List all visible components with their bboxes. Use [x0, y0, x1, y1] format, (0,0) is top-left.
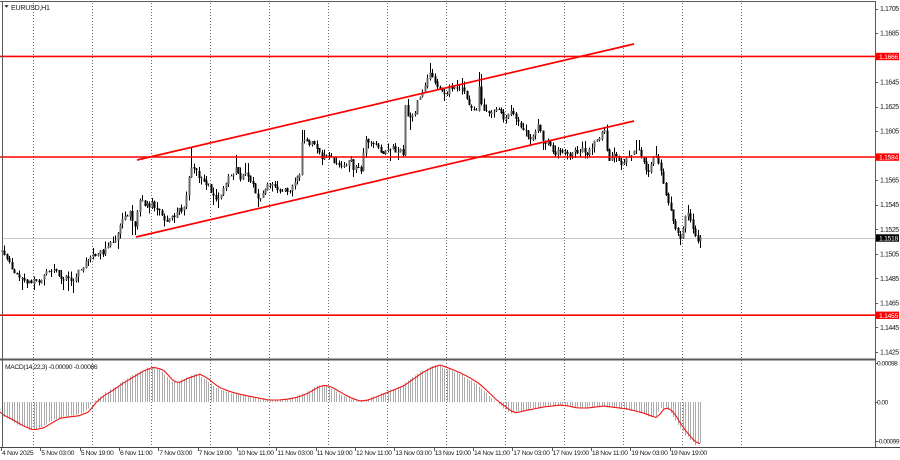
svg-text:13 Nov 03:00: 13 Nov 03:00 [395, 450, 432, 457]
svg-text:1.1518: 1.1518 [879, 236, 899, 243]
svg-text:1.1645: 1.1645 [880, 80, 899, 87]
svg-text:1.1666: 1.1666 [879, 54, 899, 61]
svg-text:-0.00099: -0.00099 [877, 439, 900, 446]
svg-text:1.1705: 1.1705 [880, 6, 899, 13]
svg-text:11 Nov 03:00: 11 Nov 03:00 [277, 450, 313, 457]
svg-text:19 Nov 03:00: 19 Nov 03:00 [631, 450, 668, 457]
svg-text:1.1605: 1.1605 [880, 129, 899, 136]
svg-text:7 Nov 03:00: 7 Nov 03:00 [159, 450, 192, 457]
svg-text:17 Nov 19:00: 17 Nov 19:00 [553, 450, 590, 457]
svg-text:7 Nov 19:00: 7 Nov 19:00 [199, 450, 232, 457]
svg-text:1.1505: 1.1505 [880, 251, 899, 258]
svg-text:1.1625: 1.1625 [880, 104, 899, 111]
svg-text:1.1485: 1.1485 [880, 276, 899, 283]
svg-text:1.1565: 1.1565 [880, 178, 899, 185]
svg-text:6 Nov 11:00: 6 Nov 11:00 [120, 450, 153, 457]
svg-text:11 Nov 19:00: 11 Nov 19:00 [317, 450, 353, 457]
svg-text:5 Nov 03:00: 5 Nov 03:00 [41, 450, 74, 457]
svg-text:12 Nov 11:00: 12 Nov 11:00 [356, 450, 392, 457]
svg-text:1.1465: 1.1465 [880, 300, 899, 307]
svg-text:10 Nov 11:00: 10 Nov 11:00 [238, 450, 274, 457]
svg-text:1.1545: 1.1545 [880, 202, 899, 209]
svg-text:14 Nov 11:00: 14 Nov 11:00 [474, 450, 510, 457]
svg-text:5 Nov 19:00: 5 Nov 19:00 [81, 450, 114, 457]
svg-text:1.1445: 1.1445 [880, 325, 899, 332]
svg-text:13 Nov 19:00: 13 Nov 19:00 [435, 450, 472, 457]
svg-text:17 Nov 03:00: 17 Nov 03:00 [513, 450, 550, 457]
svg-text:1.1584: 1.1584 [879, 155, 899, 162]
svg-text:1.1525: 1.1525 [880, 227, 899, 234]
svg-text:4 Nov 2025: 4 Nov 2025 [2, 450, 34, 457]
svg-text:1.1685: 1.1685 [880, 31, 899, 38]
svg-text:1.1455: 1.1455 [879, 313, 899, 320]
svg-text:EURUSD,H1: EURUSD,H1 [11, 4, 50, 12]
svg-text:0.00098: 0.00098 [877, 361, 898, 368]
svg-text:19 Nov 19:00: 19 Nov 19:00 [671, 450, 708, 457]
svg-text:0.00: 0.00 [877, 399, 889, 406]
svg-text:18 Nov 11:00: 18 Nov 11:00 [592, 450, 628, 457]
svg-text:1.1425: 1.1425 [880, 349, 899, 356]
svg-text:MACD(14,22,3) -0.00090 -0.0008: MACD(14,22,3) -0.00090 -0.00086 [5, 364, 98, 371]
